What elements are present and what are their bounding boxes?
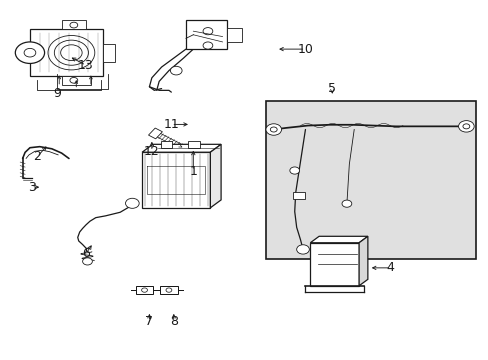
Bar	[188, 141, 199, 148]
Text: 11: 11	[163, 118, 179, 131]
Polygon shape	[148, 128, 162, 139]
Text: 7: 7	[145, 315, 153, 328]
Bar	[185, 21, 227, 49]
Text: 1: 1	[189, 165, 197, 177]
Bar	[160, 286, 177, 294]
Text: 4: 4	[386, 261, 394, 274]
Circle shape	[289, 167, 299, 174]
Bar	[310, 243, 358, 286]
Polygon shape	[310, 236, 367, 243]
Circle shape	[296, 245, 309, 254]
Circle shape	[265, 124, 281, 135]
Circle shape	[203, 42, 212, 49]
Bar	[293, 192, 305, 199]
Bar	[61, 21, 86, 30]
Text: 9: 9	[53, 87, 61, 100]
Polygon shape	[210, 144, 221, 208]
Text: 5: 5	[327, 82, 336, 95]
Text: 12: 12	[143, 145, 160, 158]
Bar	[30, 30, 103, 76]
Text: 3: 3	[28, 181, 36, 194]
Circle shape	[170, 66, 182, 75]
Polygon shape	[358, 236, 367, 286]
Bar	[136, 286, 153, 294]
Bar	[142, 152, 210, 208]
Bar	[161, 141, 172, 148]
Text: 6: 6	[82, 247, 90, 260]
Text: 10: 10	[297, 42, 313, 55]
Bar	[227, 28, 242, 42]
Text: 2: 2	[33, 150, 41, 163]
Circle shape	[15, 42, 44, 63]
Circle shape	[341, 200, 351, 207]
Circle shape	[458, 121, 473, 132]
Bar	[103, 44, 115, 62]
Bar	[266, 101, 475, 259]
Text: 8: 8	[169, 315, 178, 328]
Circle shape	[125, 198, 139, 208]
Polygon shape	[142, 144, 221, 152]
Text: 13: 13	[78, 59, 94, 72]
Circle shape	[82, 258, 92, 265]
Bar	[61, 76, 91, 85]
Circle shape	[203, 28, 212, 35]
